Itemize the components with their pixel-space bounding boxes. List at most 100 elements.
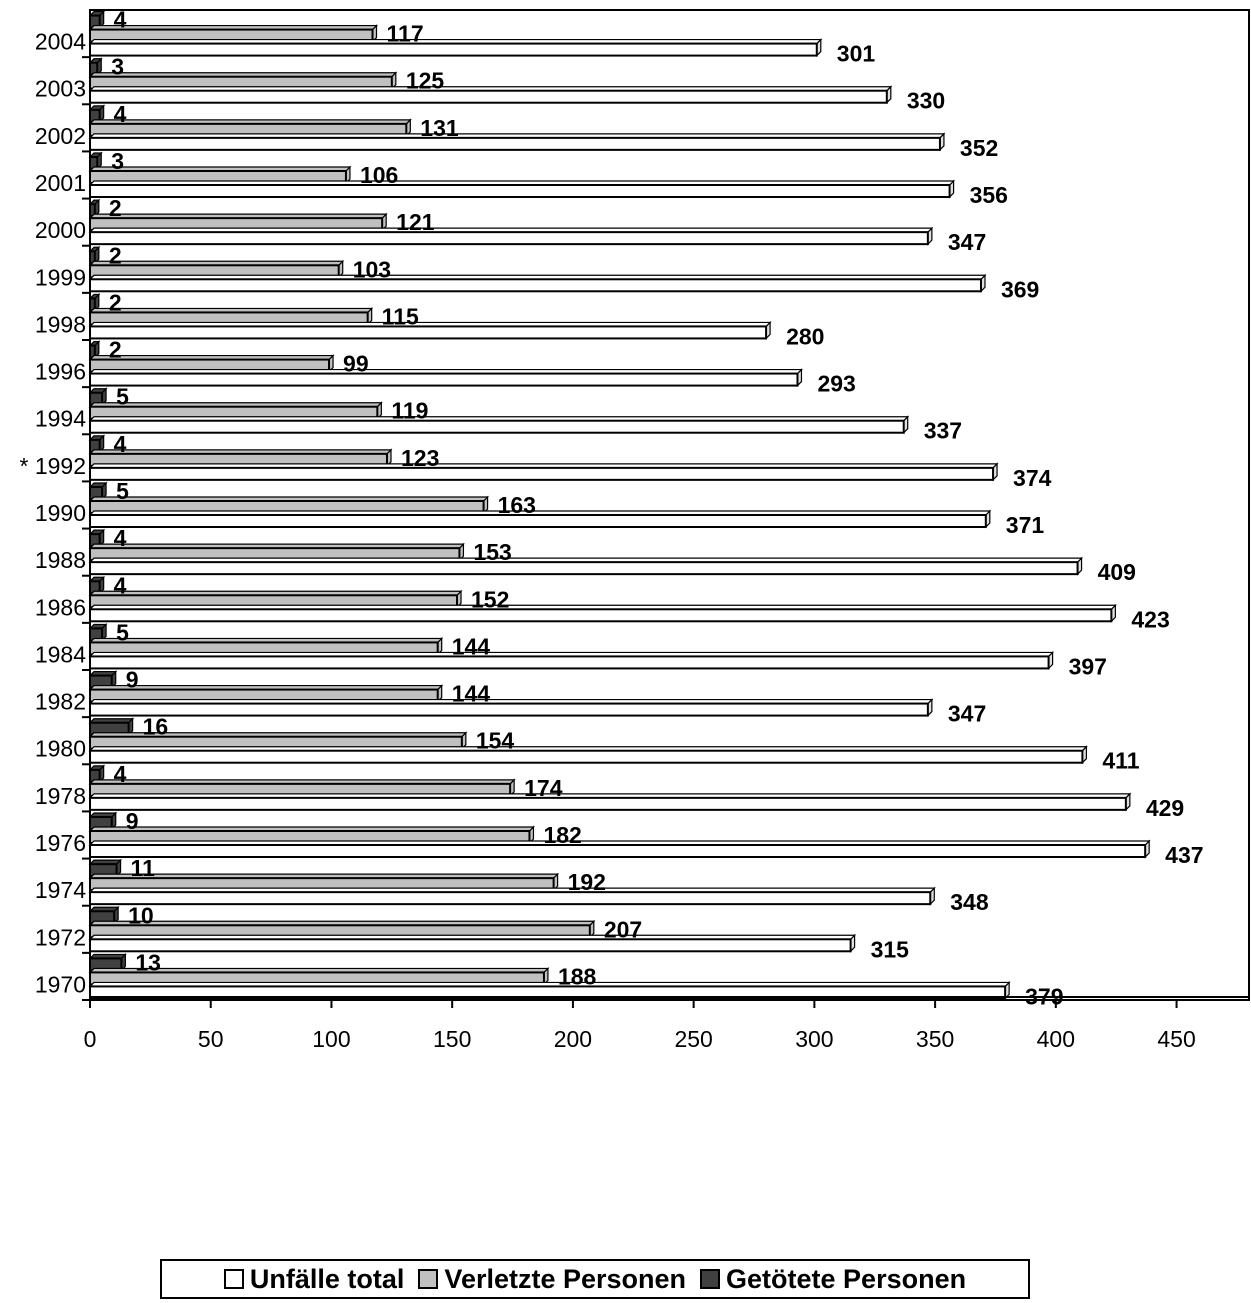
category-label: 1980 bbox=[35, 736, 86, 762]
data-label: 9 bbox=[126, 667, 139, 693]
data-label: 347 bbox=[948, 701, 986, 727]
data-label: 2 bbox=[109, 242, 122, 268]
data-label: 301 bbox=[837, 41, 876, 67]
data-label: 121 bbox=[396, 209, 435, 235]
data-label: 4 bbox=[114, 7, 127, 33]
data-label: 154 bbox=[476, 728, 515, 754]
bar bbox=[89, 231, 929, 246]
bar bbox=[89, 608, 1113, 623]
category-label: 1999 bbox=[35, 264, 86, 290]
category-label: 1970 bbox=[35, 971, 86, 997]
data-label: 4 bbox=[114, 101, 127, 127]
legend: Unfälle total Verletzte Personen Getötete … bbox=[160, 1259, 1030, 1299]
data-label: 188 bbox=[558, 963, 597, 989]
data-label: 153 bbox=[473, 539, 511, 565]
bar bbox=[89, 278, 982, 293]
data-label: 4 bbox=[114, 761, 127, 787]
data-label: 174 bbox=[524, 775, 563, 801]
data-label: 337 bbox=[924, 418, 962, 444]
data-label: 356 bbox=[970, 182, 1008, 208]
data-label: 330 bbox=[907, 88, 945, 114]
data-label: 315 bbox=[871, 936, 910, 962]
category-label: 1984 bbox=[35, 641, 86, 667]
x-tick-label: 300 bbox=[795, 1026, 833, 1052]
labels-layer: 4117301312533041313523106356212134721033… bbox=[109, 7, 1204, 1010]
bar bbox=[89, 655, 1050, 670]
category-label: 1996 bbox=[35, 359, 86, 385]
x-tick-label: 100 bbox=[312, 1026, 350, 1052]
bar bbox=[89, 419, 905, 434]
bar bbox=[89, 136, 941, 151]
category-label: 1976 bbox=[35, 830, 86, 856]
data-label: 103 bbox=[353, 256, 391, 282]
axes-layer: 0 50 100 150 200 250 300 350 400 450 2004 2003 2002 2… bbox=[19, 9, 1250, 1052]
legend-swatch bbox=[418, 1269, 439, 1289]
bar bbox=[89, 844, 1147, 858]
legend-item: Unfälle total bbox=[223, 1264, 404, 1295]
data-label: 144 bbox=[452, 681, 491, 707]
data-label: 5 bbox=[116, 619, 129, 645]
bar bbox=[89, 325, 768, 340]
x-tick-label: 150 bbox=[433, 1026, 471, 1052]
data-label: 379 bbox=[1025, 983, 1063, 1009]
data-label: 13 bbox=[135, 949, 161, 975]
bar bbox=[89, 749, 1084, 764]
data-label: 3 bbox=[111, 148, 124, 174]
data-label: 123 bbox=[401, 445, 439, 471]
data-label: 411 bbox=[1102, 748, 1139, 774]
data-label: 2 bbox=[109, 337, 122, 363]
plot-frame bbox=[89, 9, 1250, 1001]
data-label: 293 bbox=[817, 371, 855, 397]
data-label: 397 bbox=[1069, 653, 1107, 679]
category-label: 2002 bbox=[35, 123, 86, 149]
x-tick-label: 50 bbox=[198, 1026, 224, 1052]
data-label: 437 bbox=[1165, 842, 1203, 868]
data-label: 3 bbox=[111, 54, 124, 80]
category-label: 1974 bbox=[35, 877, 86, 903]
bar bbox=[89, 938, 852, 953]
data-label: 4 bbox=[114, 525, 127, 551]
data-label: 348 bbox=[950, 889, 989, 915]
data-label: 369 bbox=[1001, 276, 1039, 302]
bar bbox=[89, 891, 932, 906]
bar bbox=[89, 702, 929, 717]
data-label: 163 bbox=[498, 492, 536, 518]
legend-item: Verletzte Personen bbox=[418, 1264, 686, 1295]
x-tick-label: 0 bbox=[84, 1026, 97, 1052]
data-label: 2 bbox=[109, 289, 122, 315]
legend-item: Getötete Personen bbox=[700, 1264, 966, 1295]
bar bbox=[89, 42, 818, 57]
data-label: 4 bbox=[114, 431, 127, 457]
category-label: 1998 bbox=[35, 311, 86, 337]
data-label: 207 bbox=[604, 916, 642, 942]
data-label: 144 bbox=[452, 633, 491, 659]
bar bbox=[89, 184, 951, 198]
bars-layer bbox=[88, 10, 1151, 1000]
data-label: 16 bbox=[143, 714, 169, 740]
data-label: 374 bbox=[1013, 465, 1052, 491]
data-label: 192 bbox=[568, 869, 606, 895]
x-tick-label: 250 bbox=[674, 1026, 712, 1052]
data-label: 115 bbox=[382, 303, 419, 329]
data-label: 371 bbox=[1006, 512, 1045, 538]
category-label: 1994 bbox=[35, 406, 86, 432]
category-label: 1986 bbox=[35, 594, 86, 620]
legend-label: Getötete Personen bbox=[726, 1263, 967, 1294]
data-label: 10 bbox=[128, 902, 154, 928]
data-label: 2 bbox=[109, 195, 122, 221]
category-label: 2004 bbox=[35, 29, 86, 55]
category-label: 2001 bbox=[35, 170, 86, 196]
category-label: 1988 bbox=[35, 547, 86, 573]
data-label: 409 bbox=[1098, 559, 1136, 585]
data-label: 182 bbox=[543, 822, 581, 848]
x-tick-label: 350 bbox=[916, 1026, 954, 1052]
data-label: 9 bbox=[126, 808, 139, 834]
x-tick-label: 400 bbox=[1037, 1026, 1075, 1052]
x-tick-label: 200 bbox=[554, 1026, 592, 1052]
data-label: 423 bbox=[1131, 606, 1169, 632]
category-label: * 1992 bbox=[19, 453, 86, 479]
data-label: 117 bbox=[387, 21, 424, 47]
data-label: 119 bbox=[391, 398, 428, 424]
bar bbox=[89, 561, 1079, 576]
data-label: 5 bbox=[116, 384, 129, 410]
